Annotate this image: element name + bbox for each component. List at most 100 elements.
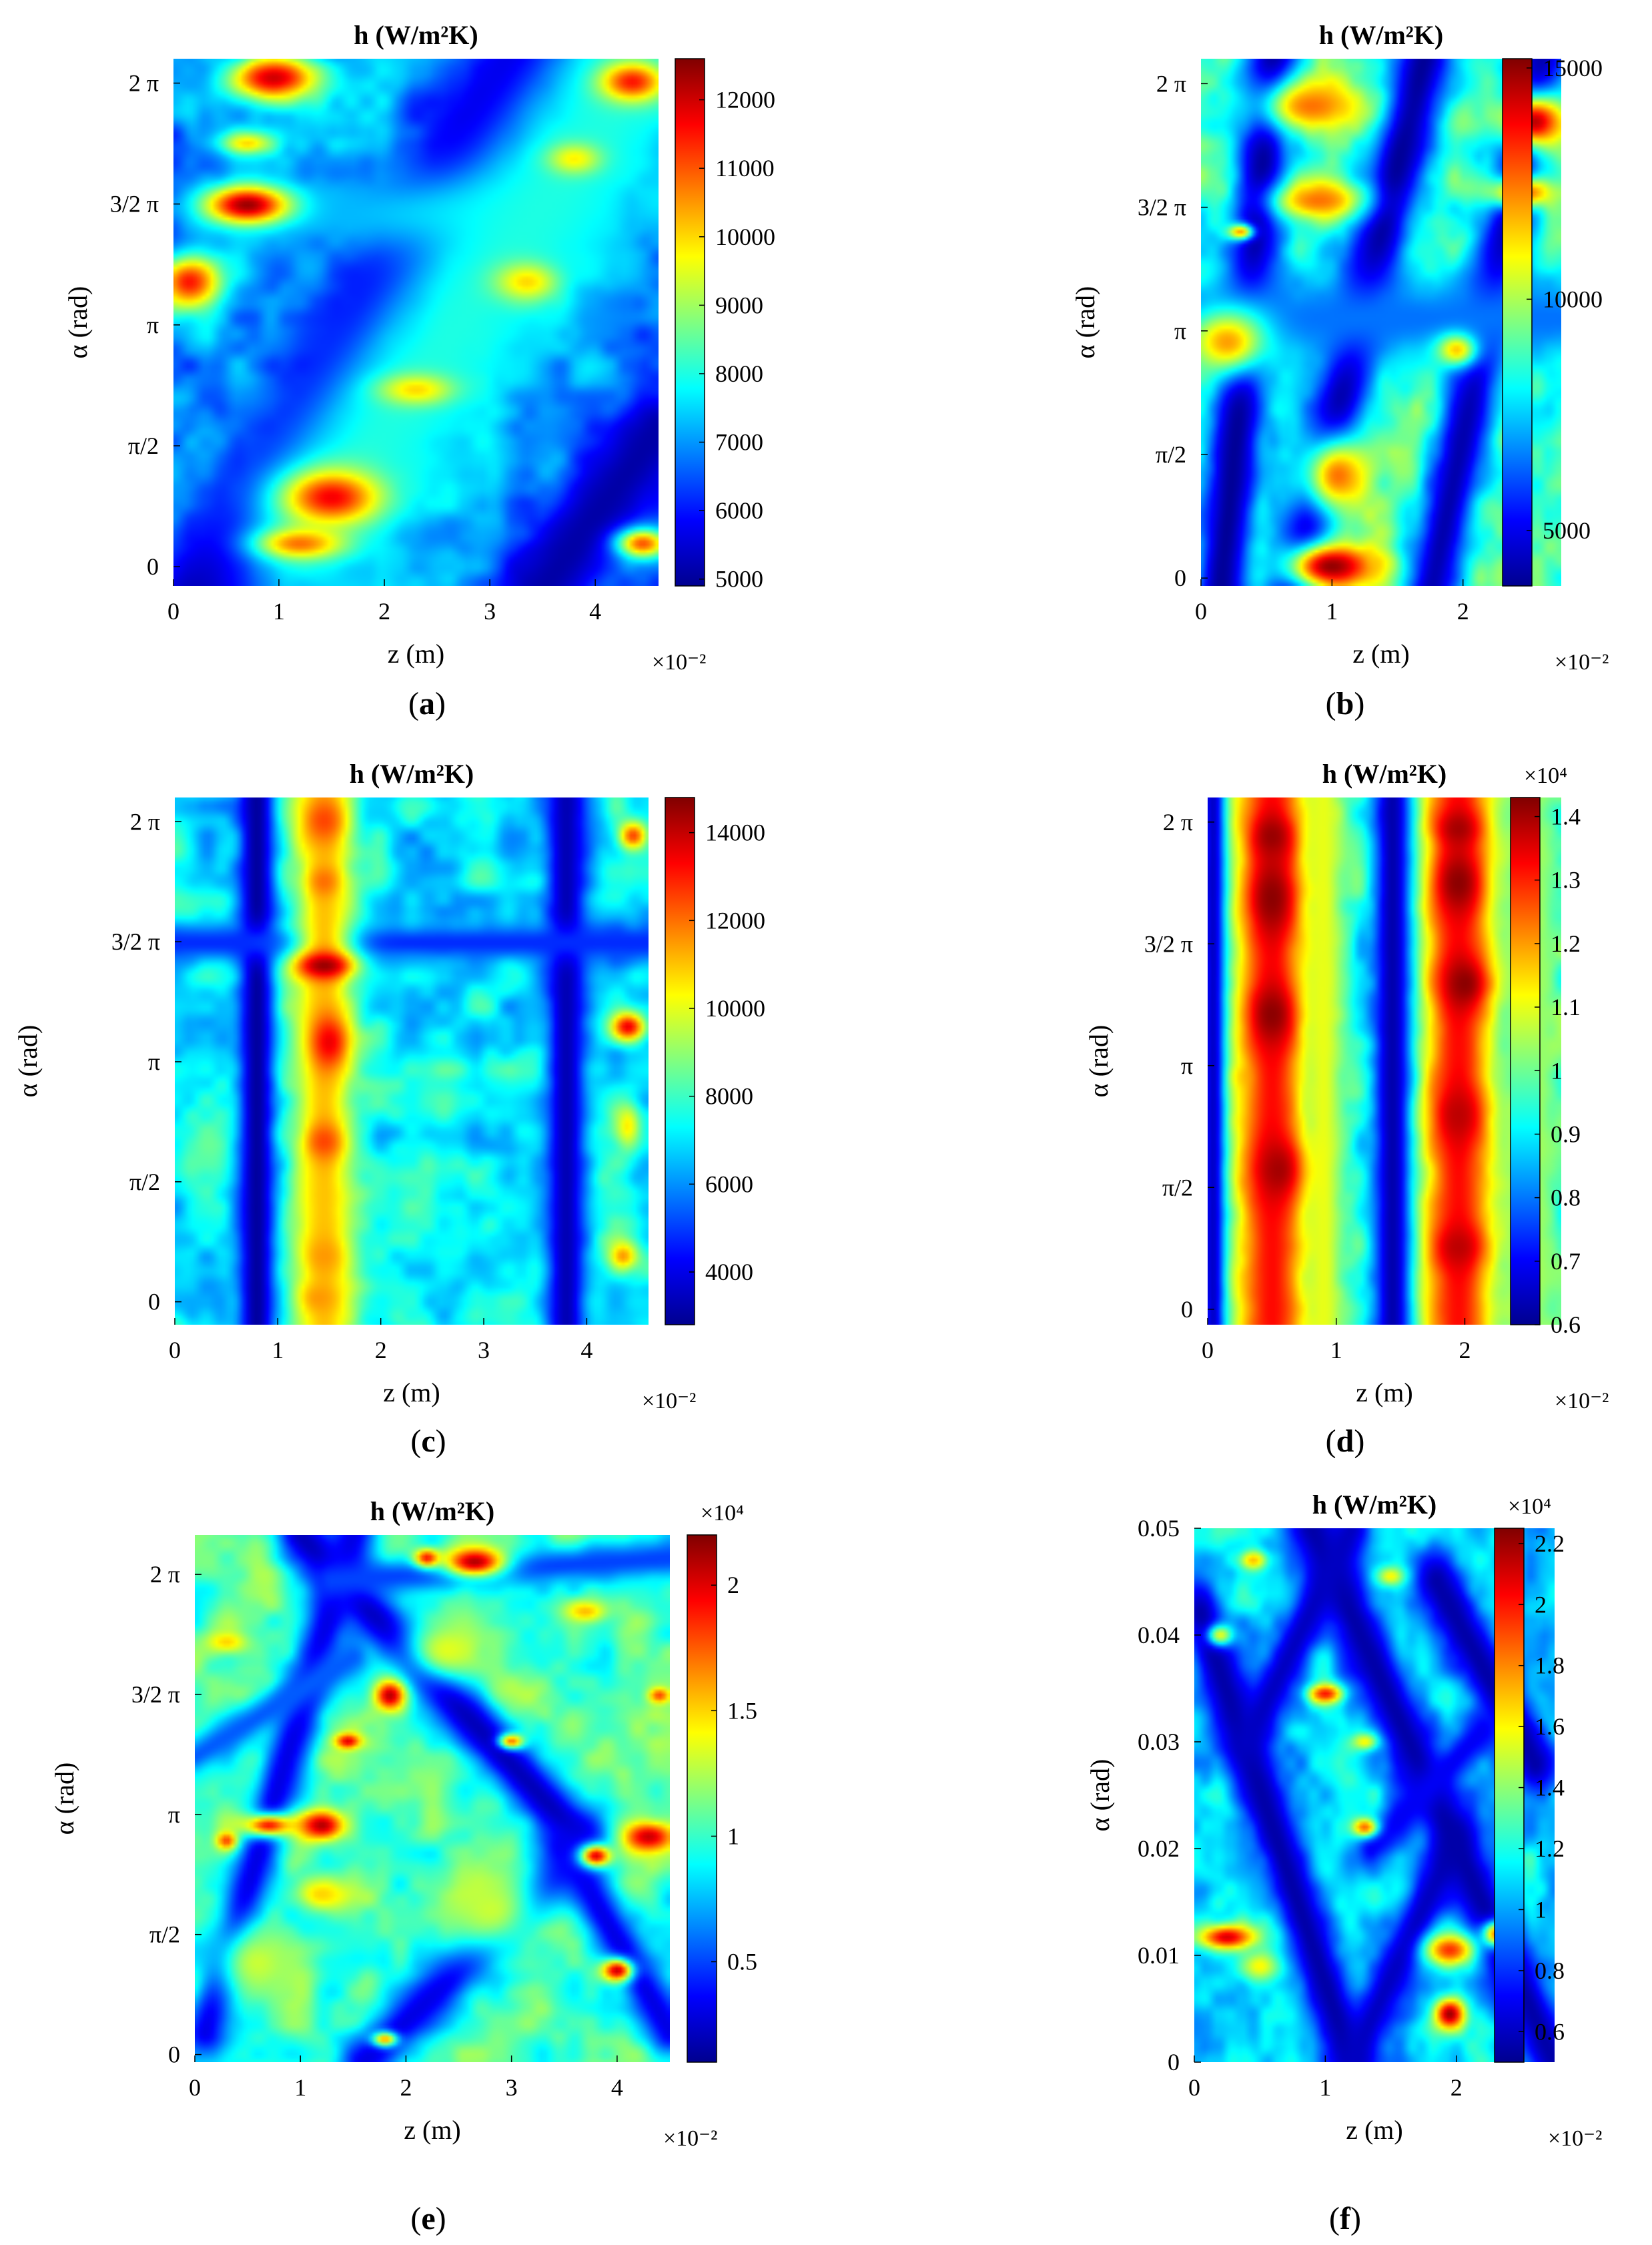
colorbar-tick-label: 1 bbox=[1535, 1896, 1547, 1923]
chart-title: h (W/m²K) bbox=[350, 759, 474, 789]
y-axis-label: α (rad) bbox=[49, 1762, 79, 1835]
y-axis-label: α (rad) bbox=[1070, 286, 1100, 359]
y-tick-label: π bbox=[147, 312, 159, 338]
colorbar bbox=[687, 1534, 717, 2063]
colorbar-tick-label: 2 bbox=[727, 1572, 739, 1598]
panel-d: h (W/m²K) 0 1 2 z (m) ×10⁻² 0 π/2 π 3/2 π 2 π α (ra… bbox=[1084, 759, 1609, 1459]
x-tick-label: 0 bbox=[1202, 1337, 1214, 1363]
y-tick-label: 3/2 π bbox=[131, 1681, 180, 1708]
colorbar-tick-label: 5000 bbox=[715, 566, 763, 593]
colorbar-tick-label: 6000 bbox=[715, 497, 763, 524]
colorbar-tick-label: 15000 bbox=[1543, 55, 1603, 81]
chart-title: h (W/m²K) bbox=[1312, 1490, 1436, 1520]
colorbar-tick-label: 10000 bbox=[715, 224, 775, 250]
panel-e: h (W/m²K) 0 1 2 3 4 z (m) ×10⁻² 0 π/2 π 3/2 π 2 π α (… bbox=[49, 1496, 757, 2236]
y-tick-label: 2 π bbox=[1163, 809, 1193, 836]
x-tick-label: 0 bbox=[1195, 598, 1207, 625]
colorbar bbox=[1510, 797, 1541, 1325]
panel-a: h (W/m²K) 0 1 2 3 4 z (m) ×10⁻² 0 π/2 π 3/2 π 2 π α (… bbox=[63, 20, 775, 721]
y-axis-label: α (rad) bbox=[13, 1025, 43, 1098]
colorbar-tick-label: 1.5 bbox=[727, 1697, 757, 1724]
y-tick-label: 3/2 π bbox=[1138, 194, 1186, 221]
colorbar-exponent-label: ×10⁴ bbox=[701, 1501, 744, 1526]
x-exponent-label: ×10⁻² bbox=[663, 2126, 717, 2151]
x-tick-label: 4 bbox=[589, 598, 601, 625]
heatmap-image bbox=[1208, 797, 1561, 1325]
colorbar bbox=[665, 797, 695, 1325]
chart-title: h (W/m²K) bbox=[354, 20, 478, 50]
x-tick-label: 2 bbox=[375, 1337, 387, 1363]
x-tick-label: 2 bbox=[1457, 598, 1469, 625]
colorbar-tick-label: 4000 bbox=[705, 1259, 753, 1285]
panel-caption: (d) bbox=[1326, 1423, 1365, 1459]
colorbar bbox=[1494, 1528, 1525, 2063]
y-tick-label: 0 bbox=[1174, 565, 1186, 591]
y-tick-label: 0.01 bbox=[1138, 1942, 1180, 1969]
x-axis-label: z (m) bbox=[1346, 2115, 1403, 2145]
y-tick-label: π/2 bbox=[1162, 1174, 1193, 1201]
colorbar-tick-label: 8000 bbox=[715, 360, 763, 387]
y-tick-label: 3/2 π bbox=[110, 191, 159, 218]
colorbar-tick-label: 9000 bbox=[715, 292, 763, 318]
colorbar-tick-label: 14000 bbox=[705, 820, 765, 846]
panel-f: h (W/m²K) 0 1 2 z (m) ×10⁻² 0 0.01 0.02 0.03 0.04 0… bbox=[1085, 1490, 1602, 2236]
colorbar-tick-label: 0.9 bbox=[1551, 1120, 1581, 1147]
y-axis-label: α (rad) bbox=[63, 286, 93, 359]
colorbar-tick-label: 2 bbox=[1535, 1591, 1547, 1618]
colorbar-tick-label: 10000 bbox=[705, 995, 765, 1022]
x-tick-label: 3 bbox=[478, 1337, 490, 1363]
y-tick-label: π/2 bbox=[129, 1169, 160, 1195]
y-tick-label: 3/2 π bbox=[1144, 930, 1193, 957]
colorbar-tick-label: 12000 bbox=[705, 907, 765, 934]
x-axis-label: z (m) bbox=[404, 2115, 461, 2145]
colorbar-tick-label: 1.6 bbox=[1535, 1713, 1565, 1740]
y-tick-label: 0 bbox=[168, 2041, 180, 2068]
panel-c: h (W/m²K) 0 1 2 3 4 z (m) ×10⁻² 0 π/2 π 3/2 π 2 π α (… bbox=[13, 759, 765, 1459]
panel-caption: (e) bbox=[410, 2201, 446, 2236]
colorbar-tick-label: 11000 bbox=[715, 155, 775, 182]
y-tick-label: 0.02 bbox=[1138, 1835, 1180, 1862]
x-tick-label: 0 bbox=[189, 2074, 201, 2101]
x-axis-label: z (m) bbox=[383, 1377, 440, 1407]
y-tick-label: 0.03 bbox=[1138, 1728, 1180, 1755]
colorbar-exponent-label: ×10⁴ bbox=[1508, 1494, 1551, 1519]
colorbar-tick-label: 12000 bbox=[715, 87, 775, 113]
x-axis-label: z (m) bbox=[388, 639, 445, 669]
colorbar-tick-label: 0.5 bbox=[727, 1949, 757, 1975]
x-tick-label: 0 bbox=[169, 1337, 181, 1363]
x-tick-label: 1 bbox=[294, 2074, 306, 2101]
colorbar-tick-label: 0.6 bbox=[1535, 2018, 1565, 2045]
colorbar-tick-label: 8000 bbox=[705, 1083, 753, 1110]
panel-caption: (a) bbox=[408, 686, 446, 721]
chart-title: h (W/m²K) bbox=[1319, 20, 1443, 50]
x-tick-label: 0 bbox=[1188, 2074, 1200, 2101]
colorbar-tick-label: 0.7 bbox=[1551, 1248, 1581, 1275]
x-tick-label: 2 bbox=[400, 2074, 412, 2101]
x-tick-label: 2 bbox=[378, 598, 390, 625]
x-tick-label: 1 bbox=[273, 598, 285, 625]
colorbar-tick-label: 1 bbox=[727, 1823, 739, 1849]
y-tick-label: 3/2 π bbox=[111, 928, 160, 955]
x-tick-label: 2 bbox=[1459, 1337, 1471, 1363]
heatmap-image bbox=[1201, 59, 1561, 586]
y-tick-label: π/2 bbox=[128, 432, 159, 459]
y-tick-label: 0 bbox=[147, 553, 159, 580]
colorbar-tick-label: 1.2 bbox=[1535, 1835, 1565, 1862]
y-tick-label: 2 π bbox=[130, 808, 160, 835]
y-tick-label: 2 π bbox=[129, 70, 159, 97]
x-exponent-label: ×10⁻² bbox=[1555, 650, 1609, 675]
y-tick-label: 0.05 bbox=[1138, 1515, 1180, 1542]
heatmap-image bbox=[195, 1535, 670, 2062]
y-tick-label: π bbox=[148, 1048, 160, 1075]
panel-caption: (f) bbox=[1329, 2201, 1361, 2236]
colorbar-tick-label: 0.6 bbox=[1551, 1311, 1581, 1338]
x-tick-label: 1 bbox=[1326, 598, 1338, 625]
heatmap-image bbox=[175, 797, 649, 1325]
y-tick-label: π bbox=[1174, 318, 1186, 344]
y-tick-label: 2 π bbox=[1156, 70, 1186, 97]
y-tick-label: 0 bbox=[148, 1289, 160, 1315]
x-tick-label: 3 bbox=[484, 598, 496, 625]
y-tick-label: 0 bbox=[1181, 1296, 1193, 1323]
x-exponent-label: ×10⁻² bbox=[1548, 2126, 1602, 2151]
